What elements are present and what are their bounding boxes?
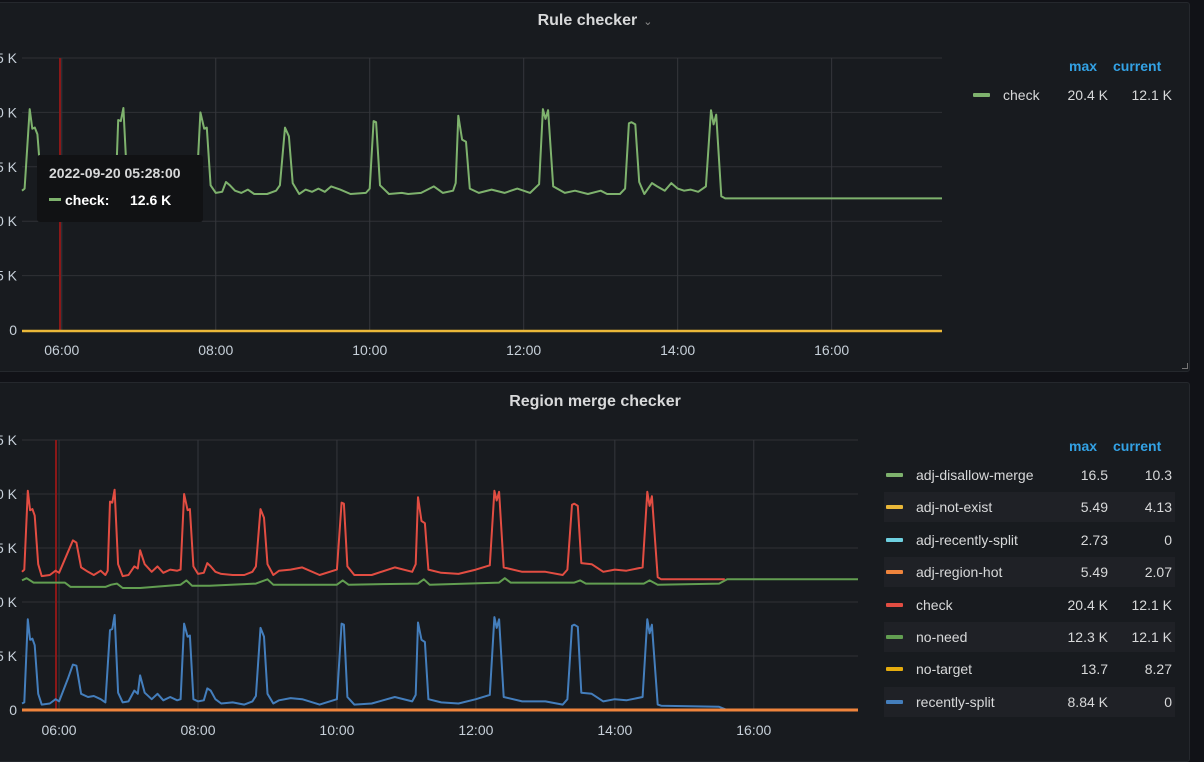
- legend-name: adj-recently-split: [916, 531, 1018, 548]
- legend-name: adj-not-exist: [916, 499, 993, 516]
- legend-swatch: [886, 473, 903, 477]
- legend-item-adj-disallow-merge[interactable]: adj-disallow-merge 16.5 10.3: [884, 460, 1175, 490]
- legend-current: 0: [1164, 531, 1172, 548]
- legend-name: adj-disallow-merge: [916, 467, 1034, 483]
- y-tick-label: 10 K: [0, 213, 18, 229]
- legend-name: no-need: [916, 629, 968, 645]
- legend-swatch: [886, 699, 903, 704]
- legend-header-max[interactable]: max: [1069, 58, 1098, 74]
- legend-item-no-need[interactable]: no-need 12.3 K 12.1 K: [884, 622, 1175, 652]
- legend-item-check[interactable]: check 20.4 K 12.1 K: [970, 80, 1180, 110]
- legend-swatch: [973, 93, 990, 97]
- legend-swatch: [886, 635, 903, 639]
- tooltip-value: 12.6 K: [130, 192, 172, 208]
- series-line-recently-split: [21, 614, 858, 711]
- x-tick-label: 14:00: [660, 342, 695, 358]
- legend-swatch: [886, 667, 903, 672]
- legend-current: 8.27: [1144, 661, 1172, 678]
- y-tick-label: 0: [9, 702, 17, 718]
- tooltip-series: check:: [65, 192, 110, 208]
- y-tick-label: 20 K: [0, 486, 18, 502]
- legend-name: adj-region-hot: [916, 564, 1003, 581]
- x-tick-label: 10:00: [352, 342, 387, 358]
- legend-name: no-target: [916, 661, 973, 678]
- panel-title-text[interactable]: Region merge checker: [509, 393, 681, 410]
- legend-item-adj-region-hot[interactable]: adj-region-hot 5.49 2.07: [884, 557, 1175, 588]
- y-tick-label: 25 K: [0, 50, 18, 66]
- chevron-down-icon[interactable]: ⌄: [643, 16, 653, 28]
- x-tick-label: 08:00: [180, 722, 215, 738]
- legend-current: 0: [1164, 693, 1172, 710]
- legend-current: 10.3: [1144, 467, 1172, 483]
- legend-swatch: [886, 570, 903, 575]
- legend-item-adj-recently-split[interactable]: adj-recently-split 2.73 0: [884, 525, 1175, 555]
- legend-item-no-target[interactable]: no-target 13.7 8.27: [884, 654, 1175, 684]
- y-tick-label: 10 K: [0, 594, 18, 610]
- y-tick-label: 0: [9, 322, 17, 338]
- legend-name: check: [1003, 87, 1040, 103]
- x-tick-label: 16:00: [736, 722, 771, 738]
- panel-title[interactable]: Region merge checker: [1, 393, 1189, 411]
- y-tick-label: 15 K: [0, 540, 18, 556]
- series-line-check: [21, 488, 725, 581]
- x-tick-label: 08:00: [198, 342, 233, 358]
- x-tick-label: 06:00: [44, 342, 79, 358]
- legend-current: 12.1 K: [1131, 596, 1172, 613]
- y-tick-label: 5 K: [0, 648, 18, 664]
- legend-max: 5.49: [1080, 499, 1108, 516]
- legend-item-adj-not-exist[interactable]: adj-not-exist 5.49 4.13: [884, 492, 1175, 523]
- y-tick-label: 20 K: [0, 104, 18, 120]
- tooltip-time: 2022-09-20 05:28:00: [49, 165, 181, 181]
- y-tick-label: 15 K: [0, 159, 18, 175]
- resize-handle[interactable]: [1182, 363, 1188, 369]
- legend-current: 12.1 K: [1131, 87, 1172, 103]
- legend-item-recently-split[interactable]: recently-split 8.84 K 0: [884, 686, 1175, 717]
- legend-item-check[interactable]: check 20.4 K 12.1 K: [884, 590, 1175, 620]
- legend-current: 12.1 K: [1131, 629, 1172, 645]
- legend-swatch: [886, 505, 903, 510]
- legend-name: recently-split: [916, 693, 995, 710]
- legend-max: 20.4 K: [1067, 87, 1108, 103]
- legend-max: 13.7: [1080, 661, 1108, 678]
- x-tick-label: 12:00: [458, 722, 493, 738]
- legend-max: 8.84 K: [1067, 693, 1108, 710]
- x-tick-label: 10:00: [319, 722, 354, 738]
- legend-swatch: [886, 537, 903, 542]
- tooltip: 2022-09-20 05:28:00 check: 12.6 K: [37, 155, 203, 222]
- legend-current: 2.07: [1144, 564, 1172, 581]
- legend-max: 5.49: [1080, 564, 1108, 581]
- series-line-no-need: [21, 577, 858, 589]
- y-tick-label: 5 K: [0, 268, 18, 284]
- legend-swatch: [886, 602, 903, 607]
- legend-max: 2.73: [1080, 531, 1108, 548]
- x-tick-label: 14:00: [597, 722, 632, 738]
- legend-max: 20.4 K: [1067, 596, 1108, 613]
- y-tick-label: 25 K: [0, 432, 18, 448]
- legend-header-current[interactable]: current: [1113, 438, 1162, 454]
- x-tick-label: 12:00: [506, 342, 541, 358]
- legend-header-current[interactable]: current: [1113, 58, 1162, 74]
- legend-max: 16.5: [1080, 467, 1108, 483]
- x-tick-label: 06:00: [42, 722, 77, 738]
- panel-title-text[interactable]: Rule checker: [537, 12, 638, 29]
- x-tick-label: 16:00: [814, 342, 849, 358]
- panel-title[interactable]: Rule checker ⌄: [1, 12, 1189, 30]
- legend-max: 12.3 K: [1067, 629, 1108, 645]
- tooltip-swatch: [49, 198, 61, 201]
- legend-current: 4.13: [1144, 499, 1172, 516]
- legend-header-max[interactable]: max: [1069, 438, 1098, 454]
- legend-name: check: [916, 596, 953, 613]
